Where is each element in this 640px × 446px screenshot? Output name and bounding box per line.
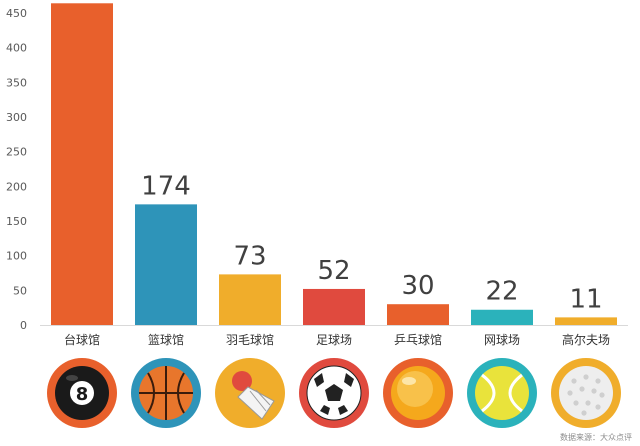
data-label: 52 <box>317 256 350 286</box>
y-tick-label: 50 <box>13 284 27 297</box>
y-tick-label: 400 <box>6 42 27 55</box>
ping-pong-ball-icon <box>383 358 453 428</box>
category-label: 足球场 <box>316 333 352 347</box>
category-label: 台球馆 <box>64 332 100 347</box>
tennis-ball-icon <box>467 358 537 428</box>
data-label: 73 <box>233 241 266 271</box>
bar <box>135 204 197 325</box>
bar <box>51 3 113 325</box>
y-tick-label: 150 <box>6 215 27 228</box>
shuttlecock-icon <box>215 358 285 428</box>
svg-text:8: 8 <box>76 384 89 405</box>
bar <box>219 274 281 325</box>
data-label: 11 <box>569 284 602 314</box>
y-tick-label: 200 <box>6 180 27 193</box>
category-label: 网球场 <box>484 333 520 347</box>
category-label: 乒乓球馆 <box>394 332 442 347</box>
y-tick-label: 450 <box>6 7 27 20</box>
data-label: 174 <box>141 171 191 201</box>
category-label: 羽毛球馆 <box>226 332 274 347</box>
data-label: 22 <box>485 277 518 307</box>
y-tick-label: 250 <box>6 146 27 159</box>
bar <box>387 304 449 325</box>
y-tick-label: 100 <box>6 250 27 263</box>
bar <box>471 309 533 325</box>
bars: 464台球馆174篮球馆73羽毛球馆52足球场30乒乓球馆22网球场11高尔夫场 <box>51 0 617 347</box>
y-tick-label: 0 <box>20 319 27 332</box>
y-tick-label: 300 <box>6 111 27 124</box>
data-label: 30 <box>401 271 434 301</box>
soccer-ball-icon <box>299 358 369 428</box>
basketball-icon <box>131 358 201 428</box>
category-label: 篮球馆 <box>148 332 184 347</box>
y-axis: 0 50 100 150 200 250 300 350 400 450 <box>6 7 628 332</box>
category-icons: 8 <box>47 358 621 428</box>
y-tick-label: 350 <box>6 76 27 89</box>
bar <box>555 317 617 325</box>
category-label: 高尔夫场 <box>562 332 610 347</box>
golf-ball-icon <box>551 358 621 428</box>
source-note: 数据来源：大众点评 <box>560 433 632 442</box>
billiard-8-ball-icon: 8 <box>47 358 117 428</box>
bar <box>303 288 365 325</box>
